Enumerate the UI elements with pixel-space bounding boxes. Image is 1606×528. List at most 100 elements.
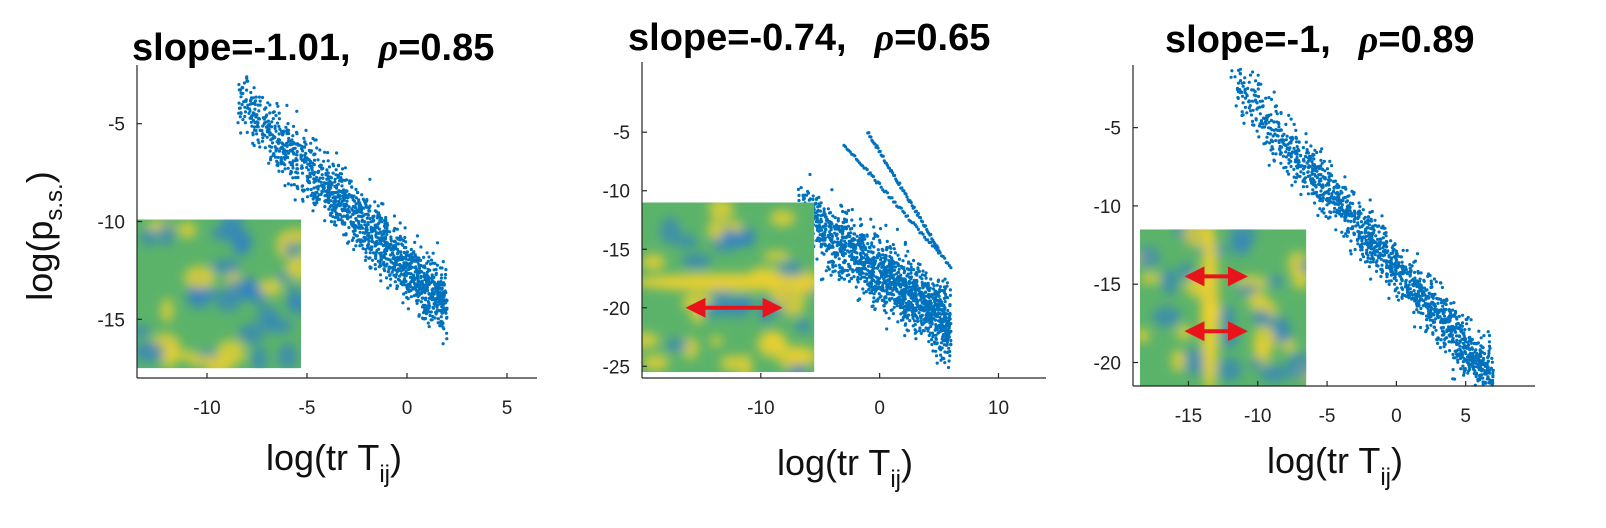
scatter-point bbox=[376, 211, 381, 215]
scatter-point bbox=[1363, 221, 1367, 225]
scatter-point bbox=[359, 238, 363, 242]
scatter-point bbox=[1367, 265, 1371, 269]
scatter-point bbox=[424, 283, 428, 287]
scatter-point bbox=[893, 251, 898, 255]
scatter-point bbox=[944, 337, 948, 341]
scatter-point bbox=[277, 111, 281, 115]
scatter-point bbox=[1458, 340, 1462, 344]
scatter-point bbox=[1424, 297, 1428, 301]
scatter-point bbox=[921, 292, 925, 296]
scatter-point bbox=[1406, 293, 1410, 297]
scatter-point bbox=[439, 282, 443, 287]
scatter-point bbox=[249, 90, 253, 95]
scatter-point bbox=[1394, 258, 1398, 262]
scatter-point bbox=[395, 284, 400, 288]
scatter-point bbox=[870, 241, 874, 245]
scatter-point bbox=[840, 271, 844, 275]
scatter-point bbox=[1441, 304, 1445, 308]
scatter-point bbox=[426, 321, 430, 325]
scatter-point bbox=[1241, 101, 1245, 105]
scatter-point bbox=[311, 209, 315, 213]
scatter-point bbox=[820, 228, 824, 232]
scatter-point bbox=[876, 234, 880, 238]
scatter-point bbox=[342, 188, 346, 192]
scatter-point bbox=[913, 331, 917, 335]
scatter-point bbox=[366, 212, 370, 216]
scatter-point bbox=[245, 76, 249, 80]
scatter-point bbox=[340, 167, 345, 171]
scatter-point bbox=[1269, 113, 1273, 117]
scatter-point bbox=[918, 298, 922, 302]
scatter-point bbox=[854, 246, 858, 250]
scatter-point bbox=[1473, 369, 1477, 373]
scatter-point bbox=[1301, 185, 1306, 189]
scatter-point bbox=[913, 328, 917, 332]
scatter-point bbox=[269, 138, 273, 142]
inset-heatmap bbox=[642, 202, 815, 373]
scatter-point bbox=[382, 243, 386, 247]
panel-2-plot: -10 0 10-5-10-15-20-25 bbox=[603, 62, 1046, 419]
scatter-point bbox=[897, 257, 902, 261]
scatter-point bbox=[1398, 264, 1402, 268]
heat-blob bbox=[210, 258, 241, 275]
scatter-point bbox=[1304, 132, 1308, 136]
scatter-point bbox=[1262, 142, 1266, 146]
scatter-point bbox=[284, 125, 288, 129]
scatter-point bbox=[859, 251, 863, 255]
scatter-point bbox=[286, 139, 290, 143]
scatter-point bbox=[371, 216, 375, 220]
scatter-point bbox=[427, 325, 431, 329]
scatter-point bbox=[445, 331, 449, 335]
scatter-point bbox=[1432, 325, 1436, 329]
scatter-point bbox=[332, 205, 336, 209]
scatter-point bbox=[1294, 140, 1299, 144]
scatter-point bbox=[824, 249, 829, 253]
scatter-point bbox=[893, 299, 898, 303]
scatter-point bbox=[291, 159, 295, 163]
scatter-point bbox=[361, 226, 365, 230]
scatter-point bbox=[321, 176, 325, 180]
scatter-point bbox=[1401, 248, 1405, 252]
scatter-point bbox=[885, 265, 889, 269]
scatter-point bbox=[1325, 167, 1330, 171]
scatter-point bbox=[948, 322, 952, 326]
scatter-point bbox=[1428, 318, 1432, 322]
scatter-point bbox=[425, 261, 429, 265]
scatter-point bbox=[898, 299, 902, 303]
scatter-point bbox=[1399, 277, 1403, 281]
scatter-point bbox=[1363, 215, 1367, 219]
scatter-point bbox=[330, 208, 334, 212]
scatter-point bbox=[862, 243, 866, 247]
scatter-point bbox=[911, 281, 915, 285]
scatter-point bbox=[343, 196, 347, 200]
scatter-point bbox=[859, 246, 863, 250]
y-tick-label: -15 bbox=[603, 240, 630, 261]
scatter-point bbox=[1324, 183, 1328, 187]
scatter-point bbox=[1357, 201, 1361, 205]
scatter-point bbox=[342, 208, 346, 212]
scatter-point bbox=[814, 197, 819, 201]
scatter-point bbox=[1267, 163, 1271, 167]
scatter-point bbox=[1265, 135, 1269, 139]
scatter-point bbox=[1335, 186, 1340, 190]
scatter-point bbox=[867, 245, 872, 249]
scatter-point bbox=[915, 319, 920, 323]
scatter-point bbox=[918, 326, 922, 330]
scatter-point bbox=[273, 126, 277, 131]
scatter-point bbox=[314, 138, 318, 142]
scatter-point bbox=[320, 173, 324, 177]
scatter-point bbox=[411, 286, 415, 290]
scatter-point bbox=[947, 332, 951, 336]
scatter-point bbox=[1344, 232, 1348, 236]
scatter-point bbox=[304, 128, 308, 132]
scatter-point bbox=[1292, 146, 1296, 150]
scatter-point bbox=[360, 243, 364, 247]
heat-blob bbox=[1259, 365, 1289, 383]
scatter-point bbox=[276, 155, 280, 159]
scatter-point bbox=[929, 300, 933, 304]
scatter-point bbox=[364, 203, 368, 207]
scatter-point bbox=[360, 193, 364, 197]
scatter-point bbox=[1439, 281, 1443, 285]
scatter-point bbox=[391, 256, 395, 260]
scatter-point bbox=[443, 307, 447, 311]
